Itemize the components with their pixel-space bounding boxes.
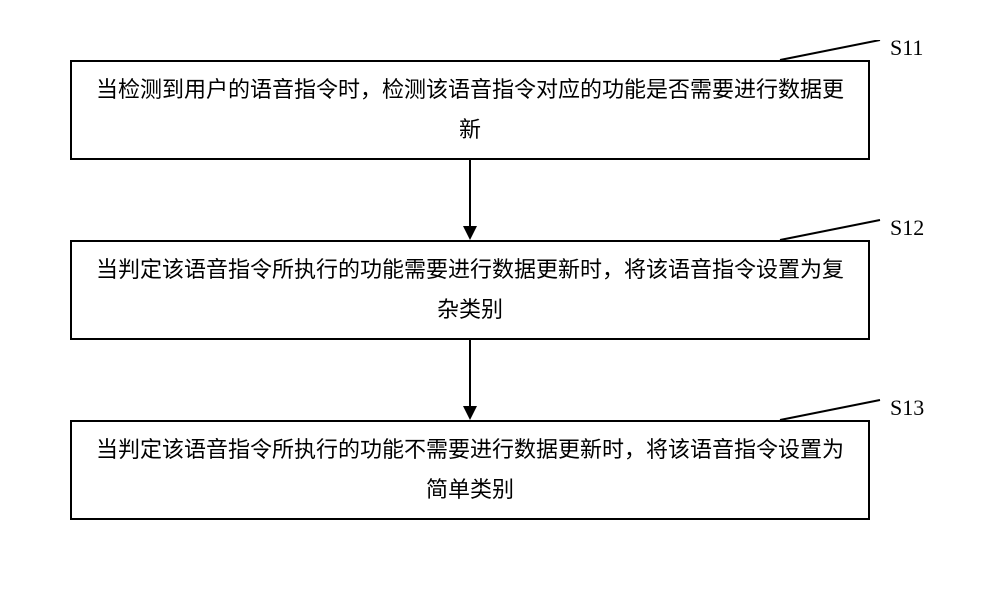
- arrow-2-line: [469, 340, 471, 406]
- arrow-1-head: [463, 226, 477, 240]
- step-box-s13: 当判定该语音指令所执行的功能不需要进行数据更新时，将该语音指令设置为简单类别: [70, 420, 870, 520]
- step-box-s11: 当检测到用户的语音指令时，检测该语音指令对应的功能是否需要进行数据更新: [70, 60, 870, 160]
- step-text-s11: 当检测到用户的语音指令时，检测该语音指令对应的功能是否需要进行数据更新: [92, 70, 848, 149]
- arrow-1-line: [469, 160, 471, 226]
- flowchart-canvas: 当检测到用户的语音指令时，检测该语音指令对应的功能是否需要进行数据更新 S11 …: [40, 40, 960, 565]
- step-label-s13: S13: [890, 395, 924, 421]
- step-label-s11: S11: [890, 35, 923, 61]
- arrow-2-head: [463, 406, 477, 420]
- step-box-s12: 当判定该语音指令所执行的功能需要进行数据更新时，将该语音指令设置为复杂类别: [70, 240, 870, 340]
- step-text-s12: 当判定该语音指令所执行的功能需要进行数据更新时，将该语音指令设置为复杂类别: [92, 250, 848, 329]
- step-text-s13: 当判定该语音指令所执行的功能不需要进行数据更新时，将该语音指令设置为简单类别: [92, 430, 848, 509]
- step-label-s12: S12: [890, 215, 924, 241]
